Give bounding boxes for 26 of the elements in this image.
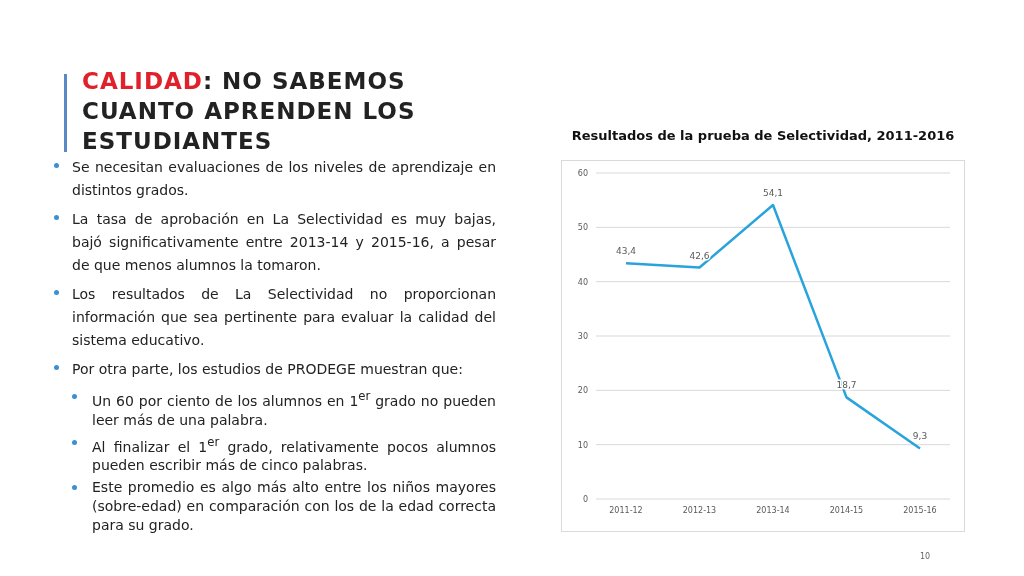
y-tick-label: 40	[577, 277, 588, 287]
x-tick-label: 2015-16	[903, 505, 937, 515]
x-tick-label: 2011-12	[609, 505, 643, 515]
data-label: 9,3	[912, 431, 928, 442]
x-tick-label: 2013-14	[756, 505, 790, 515]
x-tick-label: 2014-15	[829, 505, 864, 515]
y-tick-label: 10	[577, 440, 588, 450]
y-tick-label: 20	[577, 386, 588, 396]
data-label: 42,6	[689, 250, 710, 261]
text: Este promedio es algo más alto entre los niños mayores (sobre-edad) en comparación con los de la edad correcta para su grado.	[92, 478, 496, 536]
text: La tasa de aprobación en La Selectividad es muy bajas, bajó significativamente entre 2013-14 y 2015-16, a pesar de que menos alumnos la tomaron.	[72, 210, 496, 275]
text: 10	[920, 552, 931, 561]
text: Al finalizar el 1$^{er}$ grado, relativamente pocos alumnos pueden escribir más de cinco palabras.	[92, 433, 496, 476]
y-tick-label: 60	[577, 168, 588, 178]
data-label: 54,1	[762, 188, 784, 199]
text: Un 60 por ciento de los alumnos en 1$^{er}$ grado no pueden leer más de una palabra.	[92, 389, 496, 428]
chart-title: Resultados de la prueba de Selectividad, 2011-2016	[570, 128, 956, 143]
y-tick-label: 30	[577, 331, 588, 341]
y-tick-label: 0	[582, 494, 588, 504]
y-tick-label: 50	[577, 223, 588, 233]
text: Por otra parte, los estudios de PRODEGE muestran que:	[72, 360, 464, 379]
x-tick-label: 2012-13	[682, 505, 717, 515]
text: Se necesitan evaluaciones de los niveles de aprendizaje en distintos grados.	[72, 158, 496, 200]
data-label: 43,4	[615, 246, 637, 257]
text: Los resultados de La Selectividad no proporcionan información que sea pertinente para evaluar la calidad del sistema educativo.	[72, 285, 496, 350]
text: CALIDAD: NO SABEMOS CUANTO APRENDEN LOS ESTUDIANTES	[82, 67, 417, 156]
